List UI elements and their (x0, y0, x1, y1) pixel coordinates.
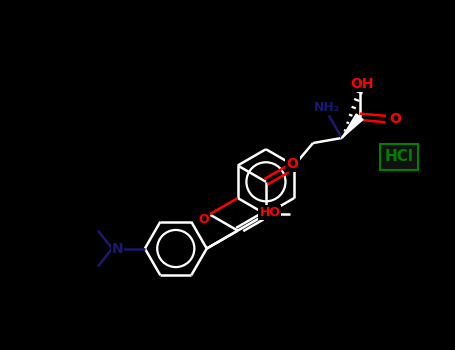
Text: N: N (112, 241, 123, 255)
Text: O: O (287, 157, 298, 171)
Text: OH: OH (350, 77, 374, 91)
Text: HO: HO (259, 205, 280, 219)
Text: NH₂: NH₂ (313, 101, 339, 114)
Text: O: O (199, 213, 209, 226)
Polygon shape (342, 114, 363, 138)
Text: HCl: HCl (385, 149, 414, 164)
FancyBboxPatch shape (380, 144, 418, 169)
Text: O: O (389, 112, 402, 126)
